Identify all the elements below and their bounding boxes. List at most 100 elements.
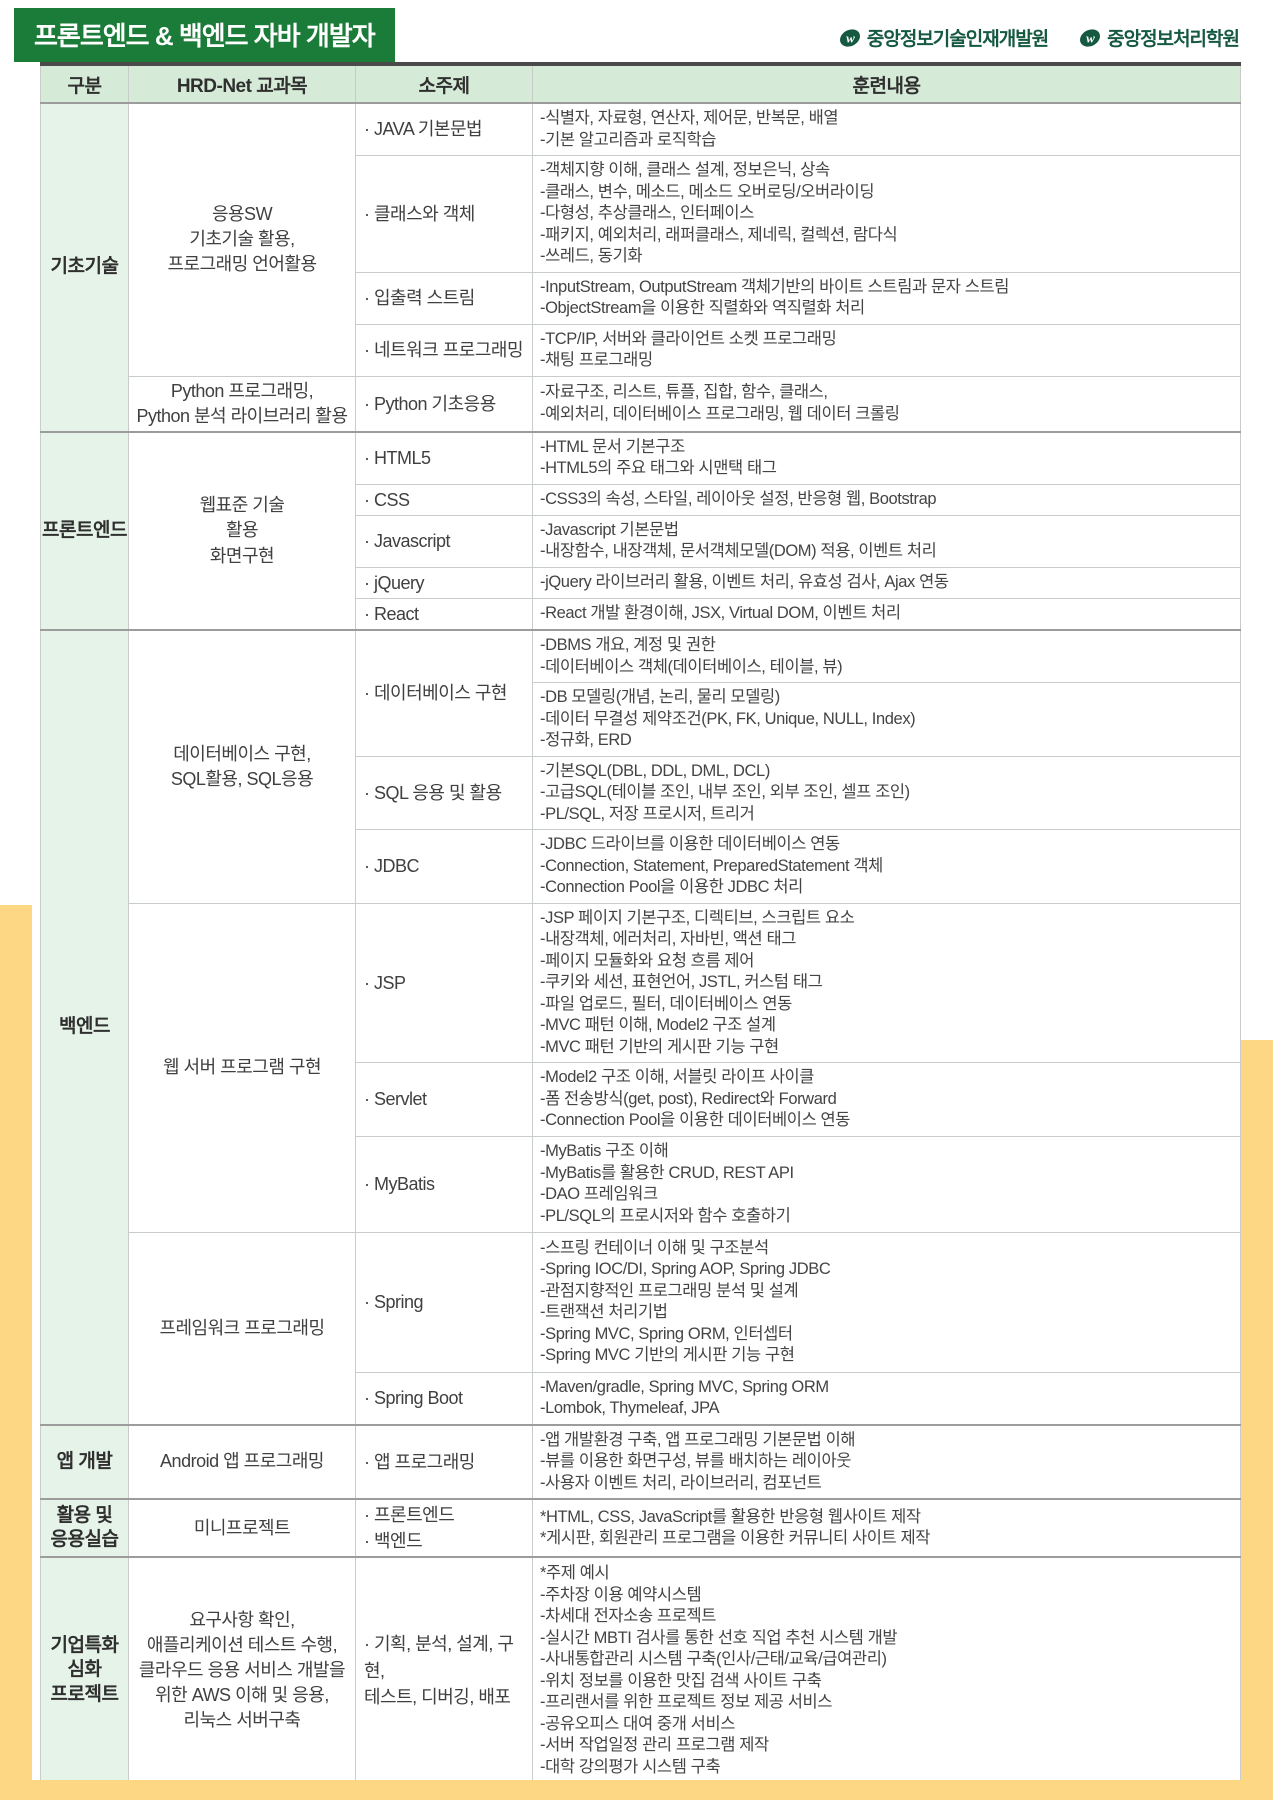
page-title: 프론트엔드 & 백엔드 자바 개발자	[14, 8, 395, 62]
col-header-content: 훈련내용	[532, 63, 1241, 104]
col-header-subtopic: 소주제	[355, 63, 533, 104]
category-cell: 백엔드	[40, 629, 129, 1426]
content-cell: -JDBC 드라이브를 이용한 데이터베이스 연동 -Connection, S…	[532, 829, 1241, 904]
subject-cell: 데이터베이스 구현, SQL활용, SQL응용	[128, 629, 356, 904]
content-cell: -DBMS 개요, 계정 및 권한 -데이터베이스 객체(데이터베이스, 테이블…	[532, 629, 1241, 684]
category-cell: 앱 개발	[40, 1423, 129, 1500]
table-row: Python 프로그래밍, Python 분석 라이브러리 활용 · Pytho…	[41, 375, 1241, 433]
table-row: 기업특화 심화 프로젝트 요구사항 확인, 애플리케이션 테스트 수행, 클라우…	[40, 1556, 1241, 1786]
table-row: 활용 및 응용실습 미니프로젝트 · 프론트엔드 · 백엔드 *HTML, CS…	[40, 1498, 1241, 1558]
subject-cell: 웹표준 기술 활용 화면구현	[128, 430, 356, 631]
content-cell: -스프링 컨테이너 이해 및 구조분석 -Spring IOC/DI, Spri…	[532, 1231, 1241, 1373]
subtopic-cell: · React	[355, 598, 533, 631]
subtopic-cell: · 기획, 분석, 설계, 구현, 테스트, 디버깅, 배포	[355, 1556, 533, 1786]
curriculum-table: 구분 HRD-Net 교과목 소주제 훈련내용 기초기술 응용SW 기초기술 활…	[40, 62, 1241, 1788]
right-edge-band	[1241, 1040, 1273, 1800]
subtopic-cell: · CSS	[355, 483, 533, 516]
table-row: · JDBC -JDBC 드라이브를 이용한 데이터베이스 연동 -Connec…	[41, 829, 1241, 904]
table-row: -DB 모델링(개념, 논리, 물리 모델링) -데이터 무결성 제약조건(PK…	[41, 682, 1241, 757]
col-header-subject: HRD-Net 교과목	[128, 63, 356, 104]
content-cell: -TCP/IP, 서버와 클라이언트 소켓 프로그래밍 -채팅 프로그래밍	[532, 323, 1241, 377]
content-cell: -JSP 페이지 기본구조, 디렉티브, 스크립트 요소 -내장객체, 에러처리…	[532, 902, 1241, 1064]
content-cell: -CSS3의 속성, 스타일, 레이아웃 설정, 반응형 웹, Bootstra…	[532, 483, 1241, 516]
subtopic-cell: · JSP	[355, 902, 533, 1064]
table-row: · Spring Boot -Maven/gradle, Spring MVC,…	[41, 1371, 1241, 1426]
table-header-row: 구분 HRD-Net 교과목 소주제 훈련내용	[40, 63, 1241, 104]
top-header: 프론트엔드 & 백엔드 자바 개발자 w 중앙정보기술인재개발원 w	[0, 0, 1273, 62]
content-cell: -React 개발 환경이해, JSX, Virtual DOM, 이벤트 처리	[532, 598, 1241, 631]
subtopic-cell: · 입출력 스트림	[355, 271, 533, 325]
table-row: · Javascript -Javascript 기본문법 -내장함수, 내장객…	[41, 514, 1241, 568]
content-cell: -InputStream, OutputStream 객체기반의 바이트 스트림…	[532, 271, 1241, 325]
logo-label: 중앙정보기술인재개발원	[866, 29, 1049, 50]
content-cell: -Model2 구조 이해, 서블릿 라이프 사이클 -폼 전송방식(get, …	[532, 1062, 1241, 1137]
subtopic-cell: · Servlet	[355, 1062, 533, 1137]
subtopic-cell: · 네트워크 프로그래밍	[355, 323, 533, 377]
subtopic-cell: · 앱 프로그래밍	[355, 1423, 533, 1500]
svg-text:w: w	[846, 30, 855, 45]
subtopic-cell: · 클래스와 객체	[355, 155, 533, 273]
content-cell: -Javascript 기본문법 -내장함수, 내장객체, 문서객체모델(DOM…	[532, 514, 1241, 568]
subject-cell: Android 앱 프로그래밍	[128, 1423, 356, 1500]
table-row: · CSS -CSS3의 속성, 스타일, 레이아웃 설정, 반응형 웹, Bo…	[41, 483, 1241, 516]
table-row: 백엔드 데이터베이스 구현, SQL활용, SQL응용 · 데이터베이스 구현 …	[40, 629, 1241, 1426]
subject-cell: 응용SW 기초기술 활용, 프로그래밍 언어활용	[128, 102, 356, 377]
subject-cell: 프레임워크 프로그래밍	[128, 1231, 356, 1426]
table-row: 프론트엔드 웹표준 기술 활용 화면구현 · HTML5 -HTML 문서 기본…	[40, 430, 1241, 631]
table-row: 프레임워크 프로그래밍 · Spring -스프링 컨테이너 이해 및 구조분석…	[41, 1231, 1241, 1426]
table-row: · 클래스와 객체 -객체지향 이해, 클래스 설계, 정보은닉, 상속 -클래…	[41, 155, 1241, 273]
content-cell: -식별자, 자료형, 연산자, 제어문, 반복문, 배열 -기본 알고리즘과 로…	[532, 102, 1241, 156]
table-row: · Servlet -Model2 구조 이해, 서블릿 라이프 사이클 -폼 …	[41, 1062, 1241, 1137]
subtopic-cell: · JDBC	[355, 829, 533, 904]
category-cell: 기업특화 심화 프로젝트	[40, 1556, 129, 1786]
table-row: · jQuery -jQuery 라이브러리 활용, 이벤트 처리, 유효성 검…	[41, 566, 1241, 600]
subject-cell: 요구사항 확인, 애플리케이션 테스트 수행, 클라우드 응용 서비스 개발을 …	[128, 1556, 356, 1786]
logo-jungang-it-institute: w 중앙정보기술인재개발원	[838, 24, 1049, 51]
subtopic-cell: · Spring	[355, 1231, 533, 1373]
subtopic-cell: · HTML5	[355, 430, 533, 485]
content-cell: -앱 개발환경 구축, 앱 프로그래밍 기본문법 이해 -뷰를 이용한 화면구성…	[532, 1423, 1241, 1500]
content-cell: -jQuery 라이브러리 활용, 이벤트 처리, 유효성 검사, Ajax 연…	[532, 566, 1241, 600]
category-cell: 기초기술	[40, 102, 129, 433]
category-cell: 프론트엔드	[40, 430, 129, 631]
content-cell: -DB 모델링(개념, 논리, 물리 모델링) -데이터 무결성 제약조건(PK…	[532, 682, 1241, 757]
content-cell: -Maven/gradle, Spring MVC, Spring ORM -L…	[532, 1371, 1241, 1426]
leaf-logo-icon: w	[838, 27, 862, 49]
logo-jungang-data-academy: w 중앙정보처리학원	[1078, 24, 1240, 51]
subtopic-cell: · Spring Boot	[355, 1371, 533, 1426]
subtopic-cell: · 데이터베이스 구현	[355, 629, 533, 757]
table-row: · 네트워크 프로그래밍 -TCP/IP, 서버와 클라이언트 소켓 프로그래밍…	[41, 323, 1241, 377]
content-cell: -HTML 문서 기본구조 -HTML5의 주요 태그와 시맨택 태그	[532, 430, 1241, 485]
content-cell: -자료구조, 리스트, 튜플, 집합, 함수, 클래스, -예외처리, 데이터베…	[532, 375, 1241, 433]
institute-logos: w 중앙정보기술인재개발원 w 중앙정보처리학원	[838, 24, 1240, 51]
table-row: · 입출력 스트림 -InputStream, OutputStream 객체기…	[41, 271, 1241, 325]
subtopic-cell: · JAVA 기본문법	[355, 102, 533, 156]
svg-text:w: w	[1086, 30, 1095, 45]
bottom-edge-band	[0, 1780, 1273, 1800]
subtopic-cell: · SQL 응용 및 활용	[355, 755, 533, 831]
col-header-category: 구분	[40, 63, 129, 104]
content-cell: -기본SQL(DBL, DDL, DML, DCL) -고급SQL(테이블 조인…	[532, 755, 1241, 831]
subject-cell: 미니프로젝트	[128, 1498, 356, 1558]
table-row: 앱 개발 Android 앱 프로그래밍 · 앱 프로그래밍 -앱 개발환경 구…	[40, 1423, 1241, 1500]
category-cell: 활용 및 응용실습	[40, 1498, 129, 1558]
table-row: · SQL 응용 및 활용 -기본SQL(DBL, DDL, DML, DCL)…	[41, 755, 1241, 831]
subtopic-cell: · Python 기초응용	[355, 375, 533, 433]
content-cell: -객체지향 이해, 클래스 설계, 정보은닉, 상속 -클래스, 변수, 메소드…	[532, 155, 1241, 273]
subtopic-cell: · MyBatis	[355, 1135, 533, 1233]
left-edge-band	[0, 905, 32, 1800]
subtopic-cell: · jQuery	[355, 566, 533, 600]
subtopic-cell: · Javascript	[355, 514, 533, 568]
table-row: · React -React 개발 환경이해, JSX, Virtual DOM…	[41, 598, 1241, 631]
content-cell: -MyBatis 구조 이해 -MyBatis를 활용한 CRUD, REST …	[532, 1135, 1241, 1233]
subject-cell: Python 프로그래밍, Python 분석 라이브러리 활용	[128, 375, 356, 433]
subtopic-cell: · 프론트엔드 · 백엔드	[355, 1498, 533, 1558]
content-cell: *주제 예시 -주차장 이용 예약시스템 -차세대 전자소송 프로젝트 -실시간…	[532, 1556, 1241, 1786]
logo-label: 중앙정보처리학원	[1107, 29, 1240, 50]
content-cell: *HTML, CSS, JavaScript를 활용한 반응형 웹사이트 제작 …	[532, 1498, 1241, 1558]
table-row: 기초기술 응용SW 기초기술 활용, 프로그래밍 언어활용 · JAVA 기본문…	[40, 102, 1241, 433]
subject-cell: 웹 서버 프로그램 구현	[128, 902, 356, 1233]
leaf-logo-icon: w	[1078, 27, 1102, 49]
table-row: 웹 서버 프로그램 구현 · JSP -JSP 페이지 기본구조, 디렉티브, …	[41, 902, 1241, 1233]
